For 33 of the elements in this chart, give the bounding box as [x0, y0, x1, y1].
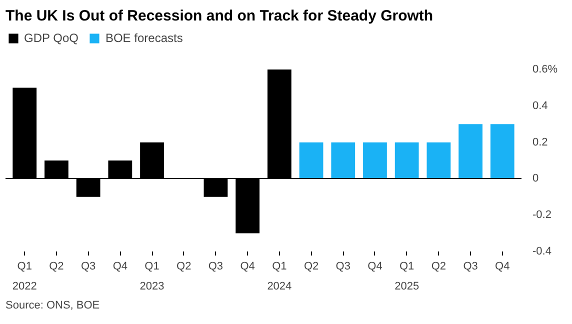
y-tick-label: 0.2 [532, 136, 548, 148]
category-label: Q1 2022 [12, 260, 37, 292]
x-tick-label: Q3 [208, 260, 224, 272]
bar [331, 142, 356, 179]
legend-label: GDP QoQ [24, 31, 78, 45]
category-label: Q1 2024 [267, 260, 292, 292]
bar [299, 142, 324, 179]
y-tick-label: -0.4 [532, 246, 552, 258]
x-tick-label: Q2 [176, 260, 192, 272]
x-tick-label: Q2 [49, 260, 64, 272]
bar [394, 142, 419, 179]
bar [490, 124, 514, 179]
x-tick-label: Q4 [495, 260, 510, 272]
x-tick-label: Q2 [304, 260, 319, 272]
category-label: Q1 2023 [140, 260, 164, 292]
x-tick-label: Q2 [431, 260, 446, 272]
y-tick-label: 0.6% [532, 64, 558, 76]
legend-label: BOE forecasts [105, 31, 183, 45]
y-tick-label: 0 [532, 172, 539, 185]
x-tick-label: Q4 [112, 260, 128, 272]
x-tick-label: Q4 [240, 260, 255, 272]
category-label: Q1 2025 [394, 260, 420, 292]
y-tick-label: 0.4 [532, 100, 548, 112]
bar [458, 124, 482, 179]
x-tick-label: Q3 [80, 260, 96, 272]
y-tick-label: -0.2 [532, 209, 552, 222]
x-tick-label: Q4 [368, 260, 382, 272]
chart-title: The UK Is Out of Recession and on Track for Steady Growth [6, 8, 434, 24]
x-tick-label: Q3 [463, 260, 478, 272]
source-note: Source: ONS, BOE [6, 300, 100, 312]
bar [426, 142, 451, 179]
x-tick-label: Q3 [336, 260, 350, 272]
bar [363, 142, 387, 179]
